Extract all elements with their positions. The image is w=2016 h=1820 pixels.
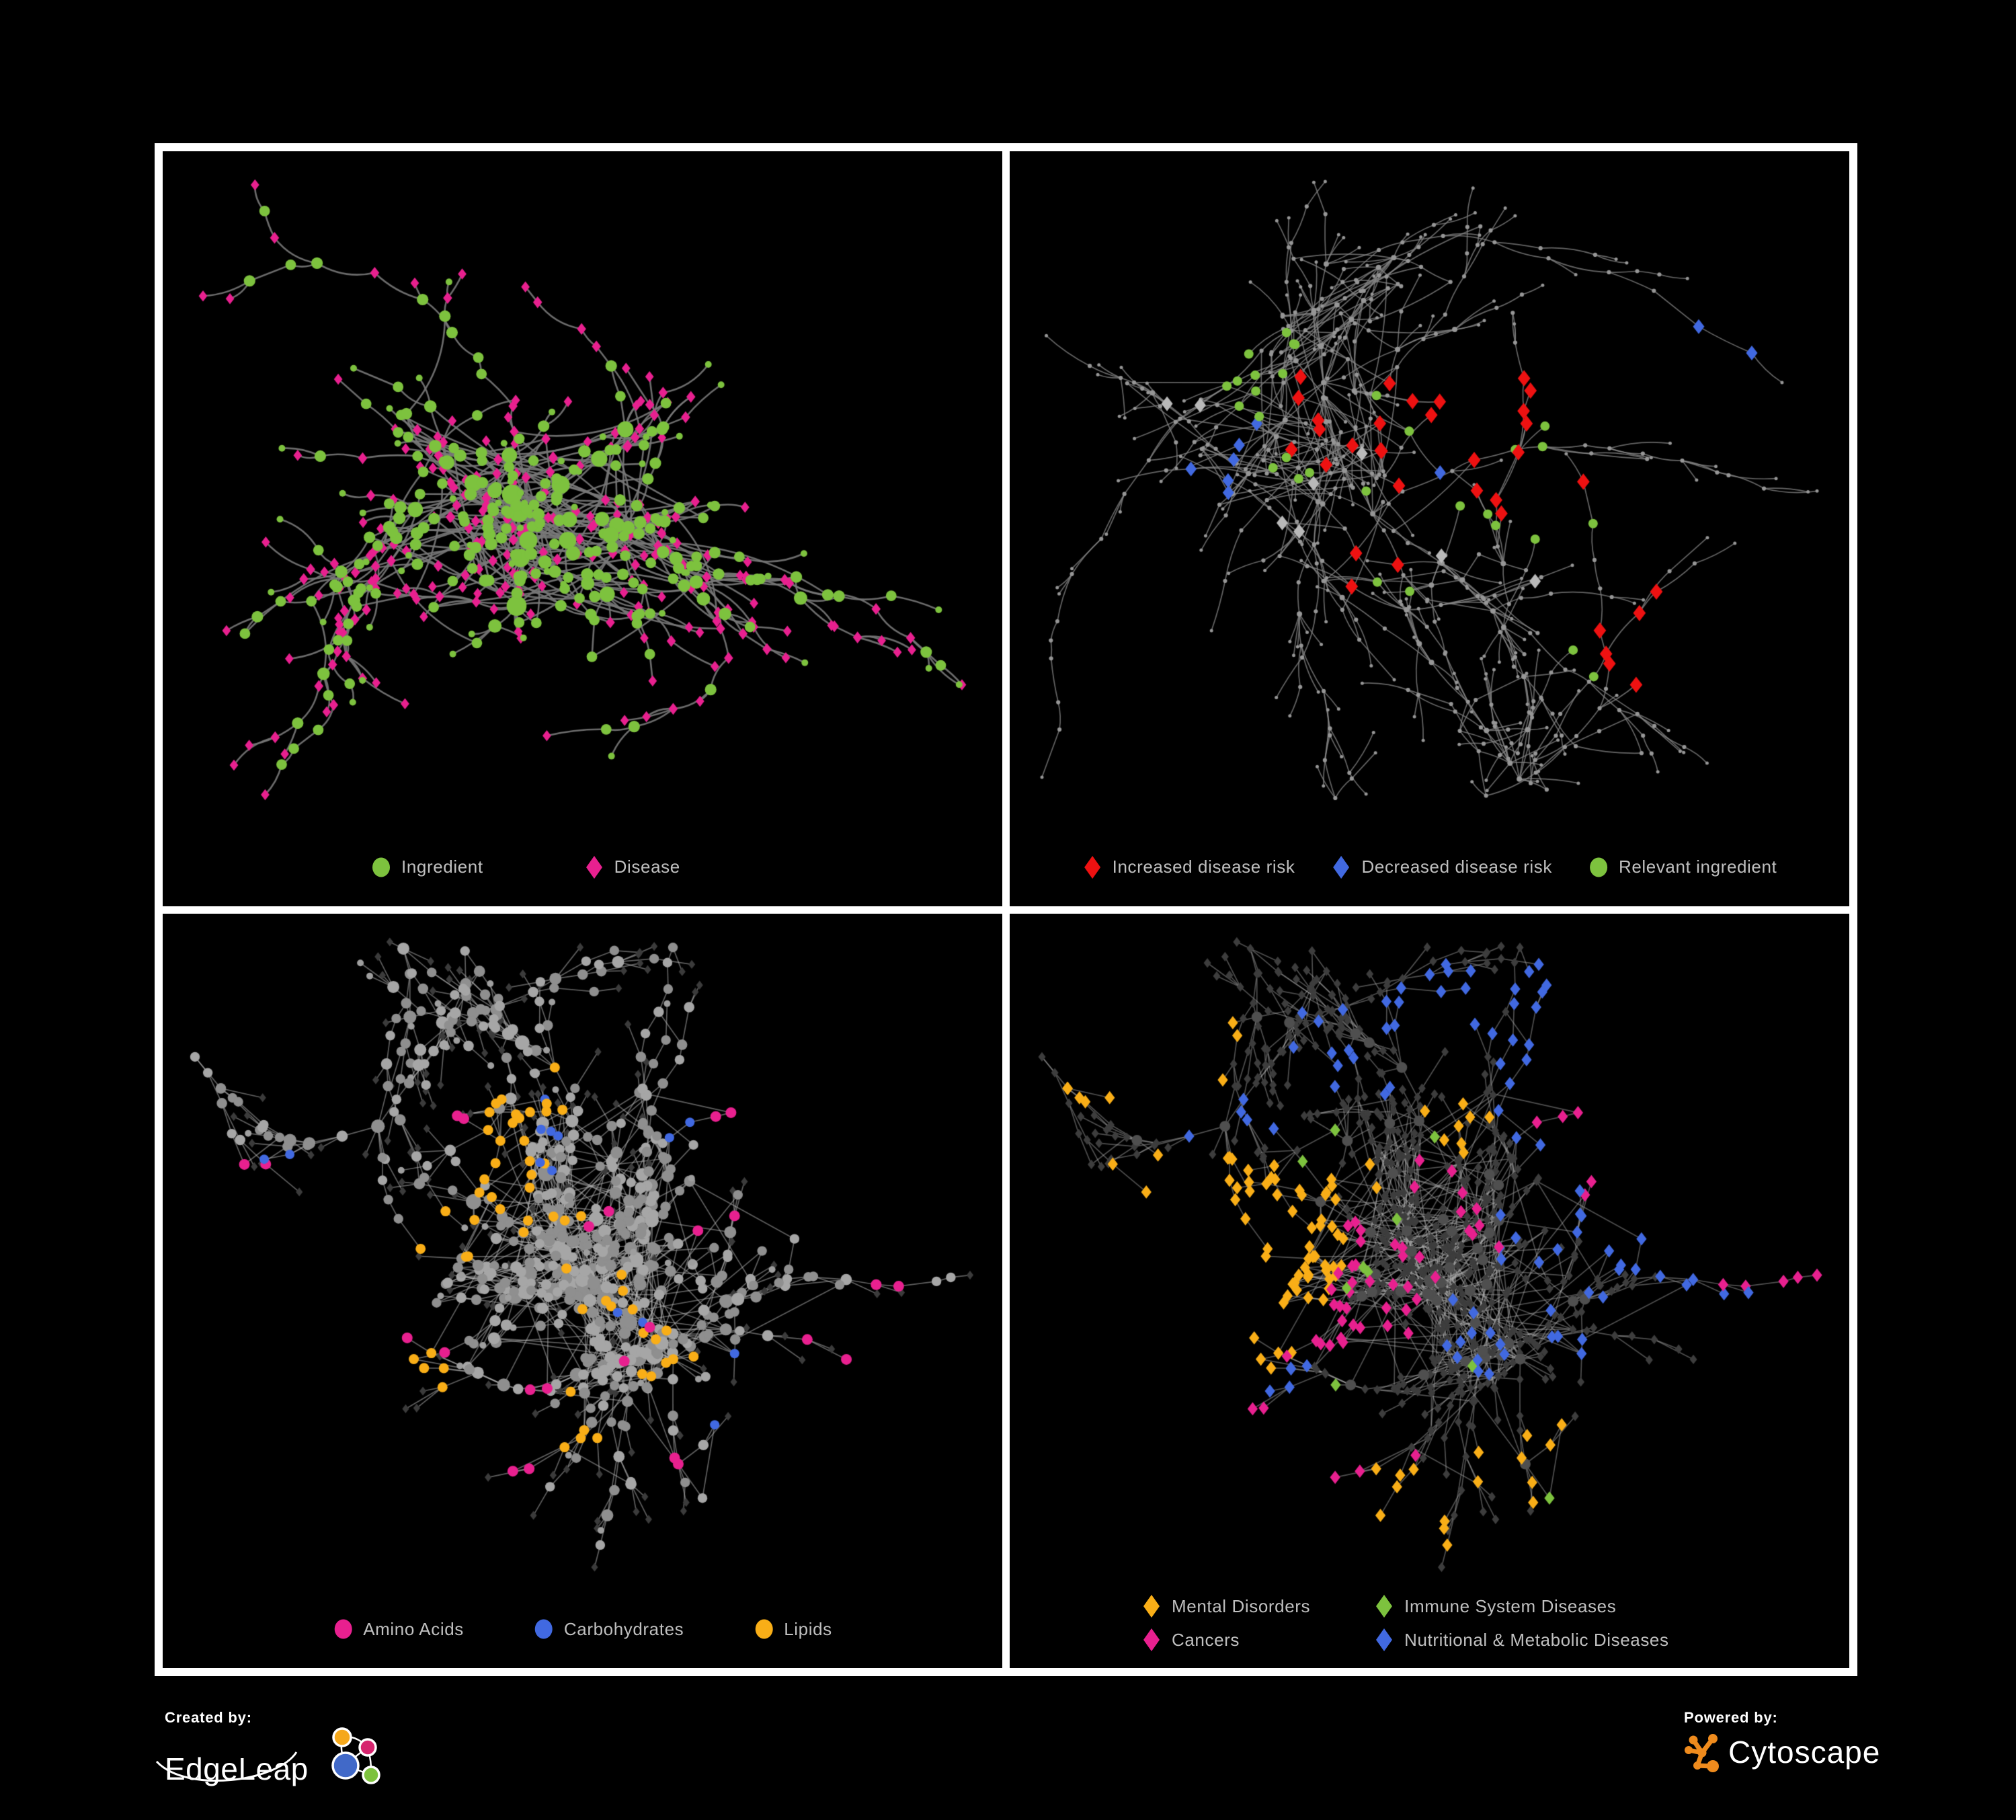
legend-label: Disease <box>614 857 680 877</box>
legend-label: Decreased disease risk <box>1361 857 1552 877</box>
legend-item-decreased-disease-risk: Decreased disease risk <box>1332 855 1552 879</box>
panel-nutrient-class: Amino Acids Carbohydrates Lipids <box>163 913 1002 1668</box>
legend-label: Immune System Diseases <box>1404 1595 1617 1616</box>
legend-label: Nutritional & Metabolic Diseases <box>1404 1629 1669 1650</box>
legend-item-amino-acids: Amino Acids <box>333 1617 464 1641</box>
legend-item-relevant-ingredient: Relevant ingredient <box>1588 855 1777 879</box>
network-canvas-disease-risk <box>1010 151 1849 906</box>
circle-marker-icon <box>1589 857 1607 877</box>
circle-marker-icon <box>372 857 390 877</box>
legend-item-disease: Disease <box>584 855 680 879</box>
panel-disease-category: Mental Disorders Immune System Diseases Ca… <box>1010 913 1849 1668</box>
legend-item-immune-system-diseases: Immune System Diseases <box>1374 1594 1668 1618</box>
panel-disease-risk: Increased disease risk Decreased disease … <box>1010 151 1849 906</box>
legend-nutrient-class: Amino Acids Carbohydrates Lipids <box>333 1617 832 1641</box>
diamond-marker-icon <box>1333 855 1350 879</box>
legend-disease-category: Mental Disorders Immune System Diseases Ca… <box>1141 1594 1669 1652</box>
legend-label: Carbohydrates <box>563 1618 684 1639</box>
diamond-marker-icon <box>1376 1595 1393 1618</box>
circle-marker-icon <box>534 1619 553 1639</box>
legend-item-increased-disease-risk: Increased disease risk <box>1082 855 1295 879</box>
network-canvas-disease-category <box>1010 913 1849 1668</box>
diamond-marker-icon <box>1084 855 1100 879</box>
legend-label: Cancers <box>1172 1629 1240 1650</box>
legend-label: Ingredient <box>401 857 483 877</box>
diamond-marker-icon <box>586 855 602 879</box>
legend-item-carbohydrates: Carbohydrates <box>534 1617 684 1641</box>
legend-item-ingredient: Ingredient <box>371 855 483 879</box>
diamond-marker-icon <box>1143 1595 1160 1618</box>
circle-marker-icon <box>755 1619 773 1639</box>
legend-item-mental-disorders: Mental Disorders <box>1141 1594 1310 1618</box>
cytoscape-credit: Powered by: Cytoscape <box>1684 1709 1993 1810</box>
panel-ingredient-disease: Ingredient Disease <box>163 151 1002 906</box>
legend-ingredient-disease: Ingredient Disease <box>371 855 680 879</box>
diamond-marker-icon <box>1376 1628 1393 1651</box>
edgeleap-brand: EdgeLeap <box>165 1751 309 1786</box>
cytoscape-brand: Cytoscape <box>1728 1735 1881 1770</box>
diamond-marker-icon <box>1143 1628 1160 1651</box>
network-canvas-nutrient-class <box>163 913 1002 1668</box>
powered-by-label: Powered by: <box>1684 1709 1778 1726</box>
legend-label: Increased disease risk <box>1112 857 1295 877</box>
legend-label: Amino Acids <box>363 1618 464 1639</box>
legend-label: Mental Disorders <box>1172 1595 1311 1616</box>
legend-item-nutritional-metabolic-diseases: Nutritional & Metabolic Diseases <box>1374 1628 1668 1652</box>
legend-item-lipids: Lipids <box>754 1617 832 1641</box>
legend-label: Relevant ingredient <box>1618 857 1777 877</box>
legend-disease-risk: Increased disease risk Decreased disease … <box>1082 855 1777 879</box>
legend-label: Lipids <box>784 1618 832 1639</box>
created-by-label: Created by: <box>165 1709 252 1726</box>
legend-item-cancers: Cancers <box>1141 1628 1310 1652</box>
edgeleap-logo-icon <box>331 1727 380 1784</box>
panel-grid: Ingredient Disease Increased disease risk… <box>155 143 1857 1676</box>
edgeleap-credit: Created by: EdgeLeap <box>155 1709 541 1810</box>
circle-marker-icon <box>334 1619 352 1639</box>
cytoscape-logo-icon <box>1685 1734 1719 1772</box>
network-canvas-ingredient-disease <box>163 151 1002 906</box>
